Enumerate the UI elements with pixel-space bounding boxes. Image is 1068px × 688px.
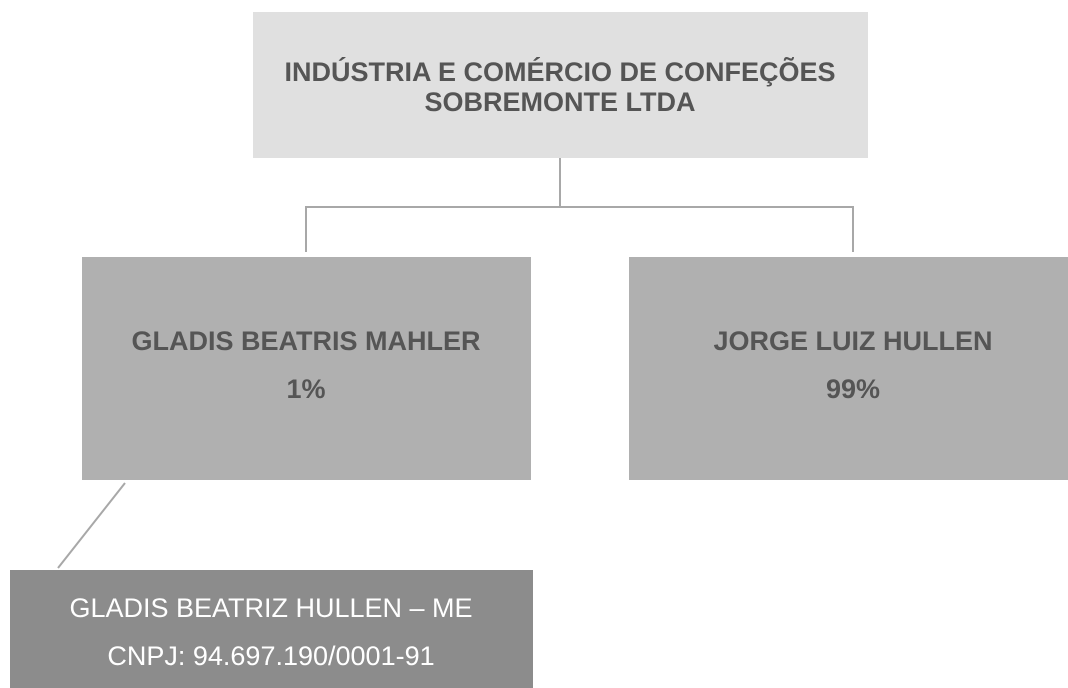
connector [57,482,126,569]
node-share: 99% [826,374,880,404]
node-box [629,257,1068,480]
node-label: GLADIS BEATRIS MAHLER [132,326,481,356]
node-box [82,257,531,480]
node-box [253,12,868,158]
node-label: CNPJ: 94.697.190/0001-91 [107,641,434,671]
connector [305,206,854,252]
node-label: INDÚSTRIA E COMÉRCIO DE CONFEÇÕES [284,56,835,87]
node-label: JORGE LUIZ HULLEN [713,326,992,356]
node-box [10,570,533,688]
node-share: 1% [286,374,325,404]
node-label: SOBREMONTE LTDA [425,87,696,117]
node-label: GLADIS BEATRIZ HULLEN – ME [69,593,472,623]
